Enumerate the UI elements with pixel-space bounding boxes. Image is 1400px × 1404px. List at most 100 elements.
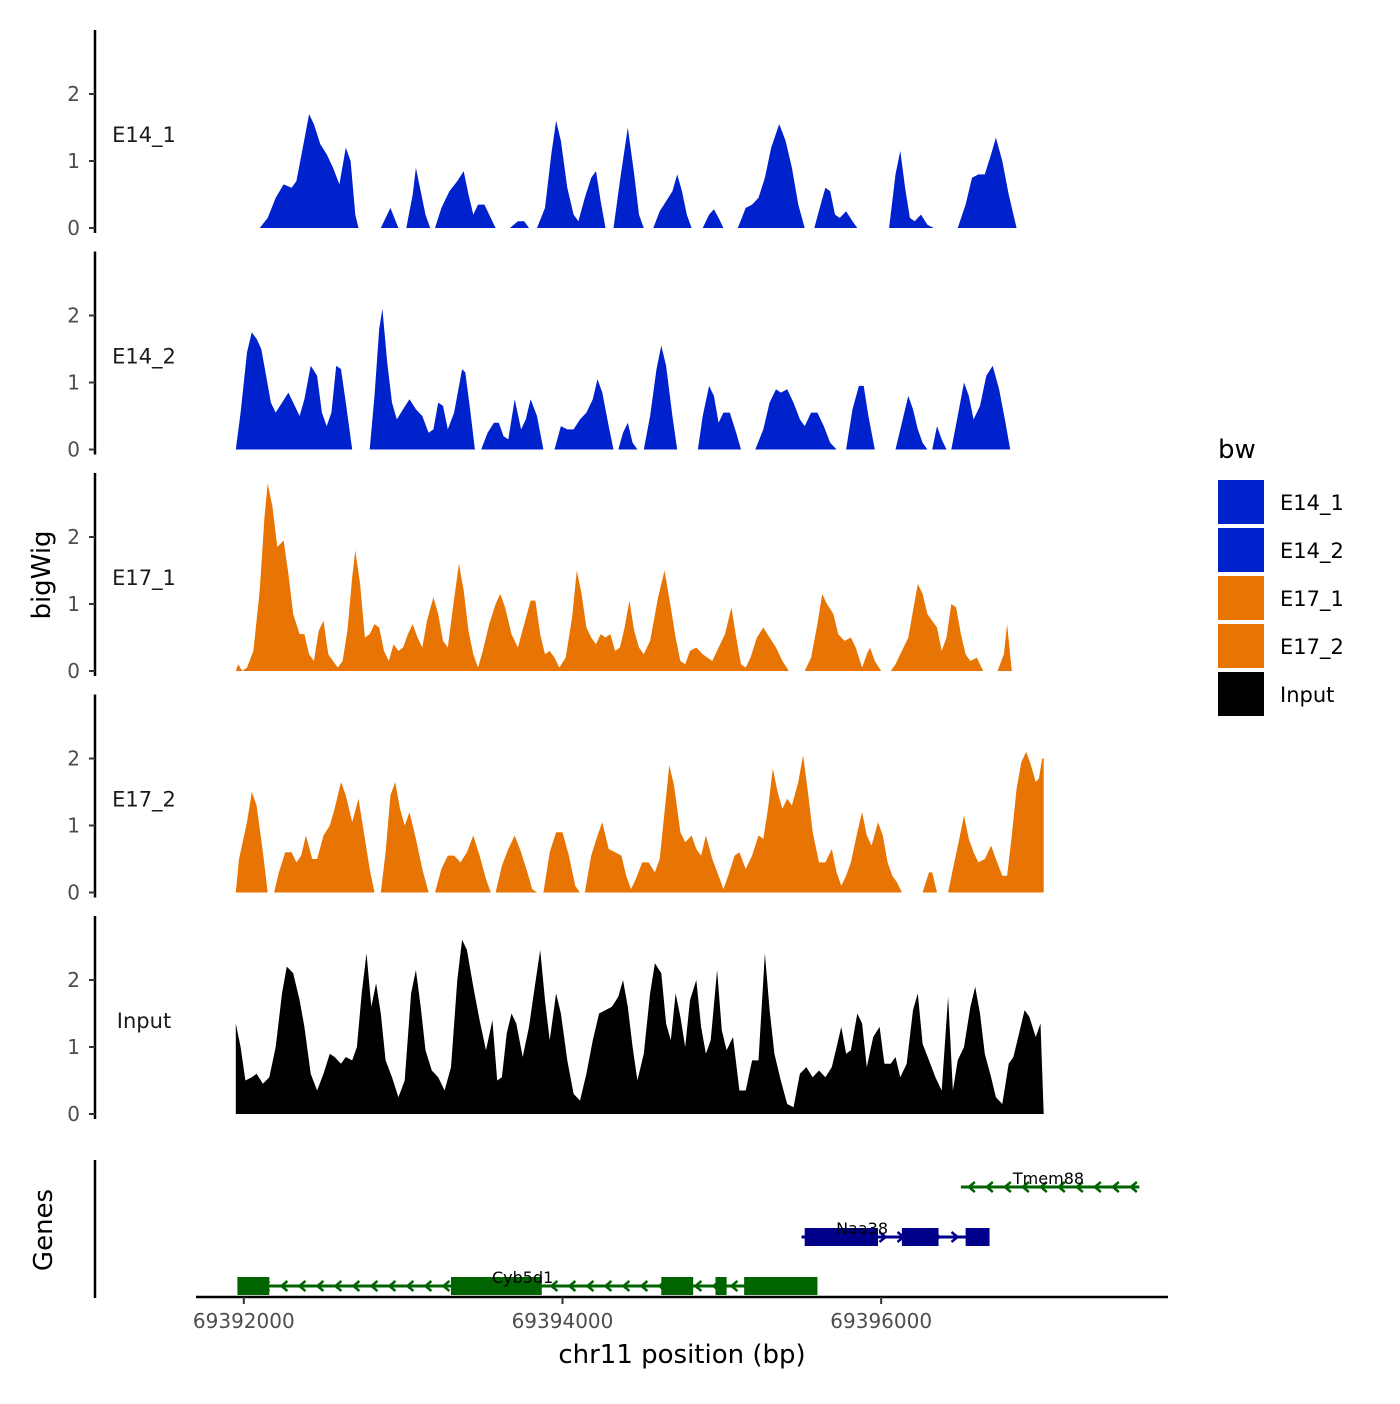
y-tick-label: 0 [67, 659, 80, 683]
track-label: Input [117, 1009, 171, 1033]
gene-label: Cyb5d1 [492, 1268, 553, 1287]
y-tick-label: 1 [67, 371, 80, 395]
strand-arrow [966, 1181, 976, 1193]
strand-arrow [1020, 1181, 1030, 1193]
strand-arrow [1092, 1181, 1102, 1193]
legend-item-e17-1: E17_1 [1218, 576, 1344, 620]
genes-axis-title: Genes [29, 1189, 59, 1271]
strand-arrow [279, 1280, 289, 1292]
coverage-area [235, 308, 1011, 450]
track-label: E17_2 [112, 788, 176, 813]
track-label: E14_2 [112, 345, 176, 370]
axis-layer: bigWig Genes chr11 position (bp) [27, 530, 806, 1370]
strand-arrow [369, 1280, 379, 1292]
strand-arrow [639, 1280, 649, 1292]
gene-exon [965, 1228, 990, 1246]
gene-exon [901, 1228, 939, 1246]
x-axis-title: chr11 position (bp) [558, 1340, 805, 1370]
strand-arrow [603, 1280, 613, 1292]
gene-exon [661, 1277, 694, 1295]
strand-arrow [423, 1280, 433, 1292]
strand-arrow [729, 1280, 739, 1292]
track-e14-1: 0 1 2 E14_1 [67, 30, 1017, 240]
strand-arrow [1056, 1181, 1066, 1193]
legend-label: E17_1 [1280, 587, 1344, 612]
y-tick-label: 2 [67, 525, 80, 549]
strand-arrow [1074, 1181, 1084, 1193]
strand-arrow [567, 1280, 577, 1292]
track-e17-1: 0 1 2 E17_1 [67, 473, 1012, 683]
legend-swatch [1218, 576, 1264, 620]
strand-arrow [1128, 1181, 1138, 1193]
y-tick-label: 0 [67, 216, 80, 240]
gene-exon [450, 1277, 542, 1295]
gene-exon [237, 1277, 270, 1295]
strand-arrow [297, 1280, 307, 1292]
gene-label: Naa38 [836, 1219, 888, 1238]
legend: bw E14_1 E14_2 E17_1 E17_2 Input [1218, 435, 1344, 716]
coverage-area [259, 114, 1017, 228]
strand-arrow [585, 1280, 595, 1292]
strand-arrow [387, 1280, 397, 1292]
y-tick-label: 1 [67, 814, 80, 838]
y-tick-label: 2 [67, 82, 80, 106]
y-tick-label: 0 [67, 1102, 80, 1126]
strand-arrow [693, 1280, 703, 1292]
strand-arrow [1038, 1181, 1048, 1193]
tracks-layer: 0 1 2 E14_1 0 1 2 E14_2 0 1 2 E17_1 0 1 2 E17_2 0 1 2 Input [67, 30, 1044, 1126]
gene-naa38: Naa38 [801, 1219, 990, 1246]
x-tick-label: 69396000 [830, 1309, 932, 1333]
track-e14-2: 0 1 2 E14_2 [67, 251, 1011, 462]
track-label: E17_1 [112, 566, 176, 591]
y-tick-label: 2 [67, 304, 80, 328]
gene-exon [744, 1277, 818, 1295]
coverage-area [235, 483, 1012, 671]
gene-tmem88: Tmem88 [960, 1169, 1140, 1193]
y-tick-label: 1 [67, 592, 80, 616]
strand-arrow [333, 1280, 343, 1292]
strand-arrow [984, 1181, 994, 1193]
legend-item-e14-2: E14_2 [1218, 528, 1344, 572]
strand-arrow [405, 1280, 415, 1292]
strand-arrow [315, 1280, 325, 1292]
y-tick-label: 2 [67, 747, 80, 771]
legend-item-input: Input [1218, 672, 1334, 716]
legend-swatch [1218, 672, 1264, 716]
track-input: 0 1 2 Input [67, 916, 1044, 1126]
legend-label: E17_2 [1280, 635, 1344, 660]
strand-arrow [621, 1280, 631, 1292]
gene-label: Tmem88 [1012, 1169, 1084, 1188]
y-tick-label: 1 [67, 149, 80, 173]
legend-item-e17-2: E17_2 [1218, 624, 1344, 668]
legend-item-e14-1: E14_1 [1218, 480, 1344, 524]
strand-arrow [1002, 1181, 1012, 1193]
y-tick-label: 2 [67, 968, 80, 992]
track-label: E14_1 [112, 123, 176, 148]
legend-label: E14_1 [1280, 491, 1344, 516]
legend-swatch [1218, 528, 1264, 572]
y-axis-title: bigWig [27, 530, 57, 619]
gene-exon [715, 1277, 727, 1295]
x-tick-label: 69392000 [193, 1309, 295, 1333]
strand-arrow [1110, 1181, 1120, 1193]
y-tick-label: 0 [67, 438, 80, 462]
gene-exon [804, 1228, 878, 1246]
x-tick-label: 69394000 [512, 1309, 614, 1333]
legend-label: Input [1280, 683, 1334, 707]
strand-arrow [351, 1280, 361, 1292]
strand-arrow [549, 1280, 559, 1292]
legend-title: bw [1218, 435, 1256, 465]
strand-arrow [950, 1231, 960, 1243]
track-e17-2: 0 1 2 E17_2 [67, 694, 1044, 905]
genes-layer: 69392000 69394000 69396000 Tmem88 Naa38 Cyb5d… [93, 1160, 1168, 1333]
coverage-area [235, 751, 1044, 893]
coverage-area [235, 939, 1044, 1114]
gene-cyb5d1: Cyb5d1 [237, 1268, 818, 1295]
strand-arrow [878, 1231, 888, 1243]
legend-label: E14_2 [1280, 539, 1344, 564]
legend-swatch [1218, 480, 1264, 524]
legend-swatch [1218, 624, 1264, 668]
